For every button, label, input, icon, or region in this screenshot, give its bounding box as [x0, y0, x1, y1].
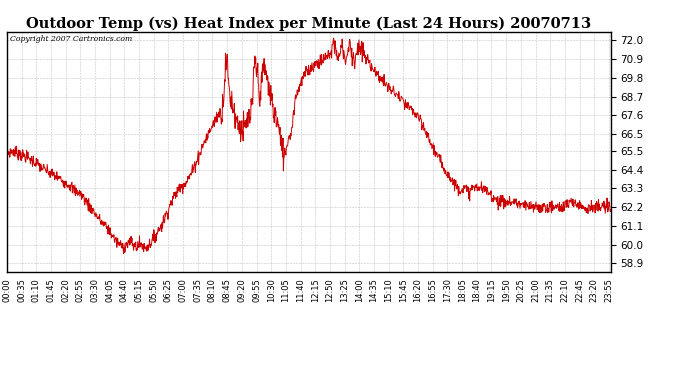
Text: Copyright 2007 Cartronics.com: Copyright 2007 Cartronics.com — [10, 36, 132, 44]
Title: Outdoor Temp (vs) Heat Index per Minute (Last 24 Hours) 20070713: Outdoor Temp (vs) Heat Index per Minute … — [26, 16, 591, 31]
